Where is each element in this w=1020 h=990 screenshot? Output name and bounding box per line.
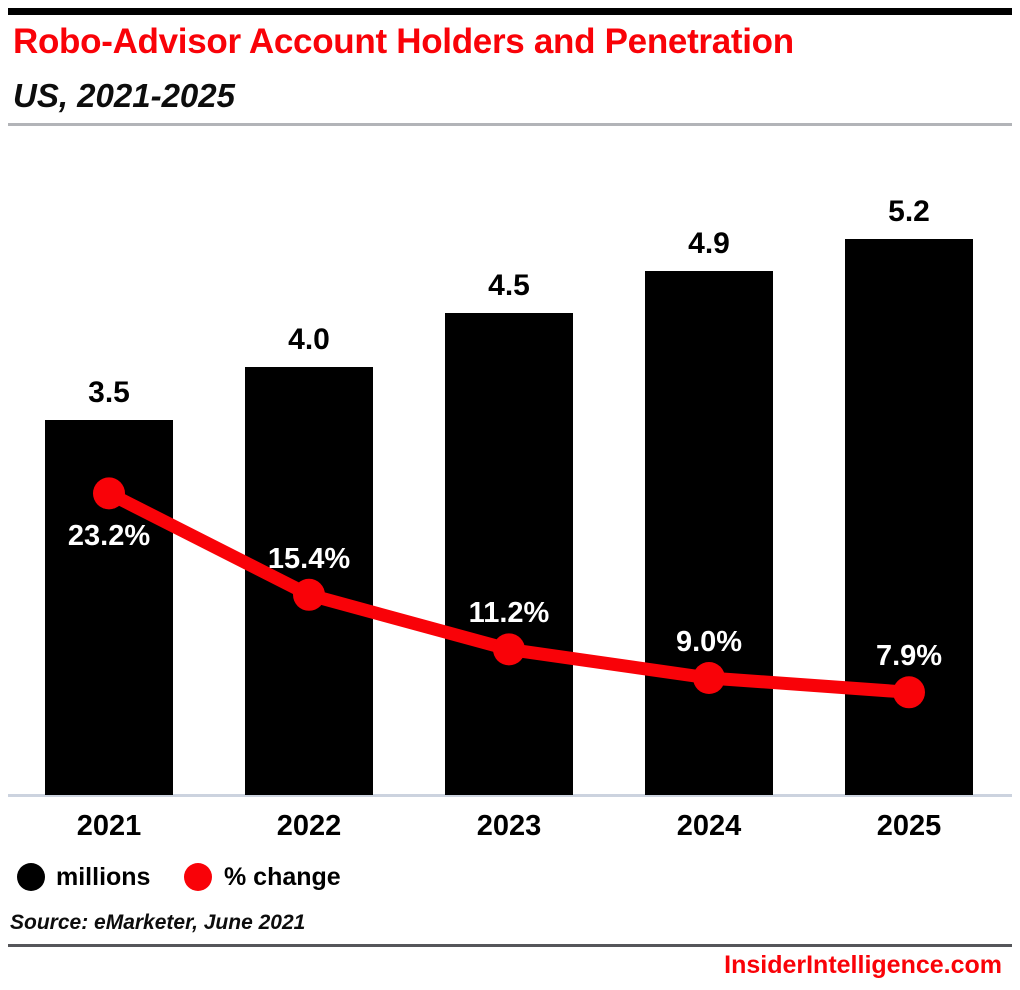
legend: millions % change [0,860,1020,894]
source-note: Source: eMarketer, June 2021 [10,911,306,934]
bar-value-label-2023: 4.5 [488,269,530,302]
x-axis-label-2025: 2025 [876,810,942,842]
header-divider [8,123,1012,126]
line-value-label-2022: 15.4% [267,542,351,575]
bar-value-label-2024: 4.9 [688,227,730,260]
x-axis-label-2021: 2021 [76,810,142,842]
bar-2023 [445,313,573,795]
line-value-label-2024: 9.0% [675,626,743,658]
line-point-2025 [893,676,925,709]
chart-title: Robo-Advisor Account Holders and Penetra… [13,22,794,61]
legend-label-millions: millions [56,863,151,891]
x-axis-label-2022: 2022 [276,810,342,842]
x-axis-label-2024: 2024 [676,810,742,842]
millions-legend-dot-icon [17,863,45,891]
x-axis-labels: 2021 2022 2023 2024 2025 [0,810,1020,844]
line-value-label-2025: 7.9% [875,640,943,673]
bar-value-label-2021: 3.5 [88,376,130,409]
line-value-label-2023: 11.2% [468,597,550,630]
line-value-label-2021: 23.2% [67,520,151,553]
line-point-2023 [493,633,525,666]
x-axis-line [8,794,1012,797]
line-point-2021 [93,477,125,510]
percent-change-line-layer [93,477,925,709]
line-point-2022 [293,578,325,611]
plot-area: 3.5 23.2% 4.0 15.4% 4.5 11.2% 4.9 9.0% 5.2 7.9% [0,170,1020,795]
top-accent-bar [8,8,1012,15]
percent-change-legend-dot-icon [184,863,212,891]
legend-label-percent-change: % change [224,863,341,891]
chart-subtitle: US, 2021-2025 [13,77,235,114]
line-point-2024 [693,662,725,694]
bar-value-label-2025: 5.2 [888,195,930,228]
footer-divider [8,944,1012,947]
branding-link[interactable]: InsiderIntelligence.com [724,951,1002,979]
x-axis-label-2023: 2023 [476,810,542,842]
bar-value-label-2022: 4.0 [288,323,330,356]
bar-2024 [645,271,773,795]
